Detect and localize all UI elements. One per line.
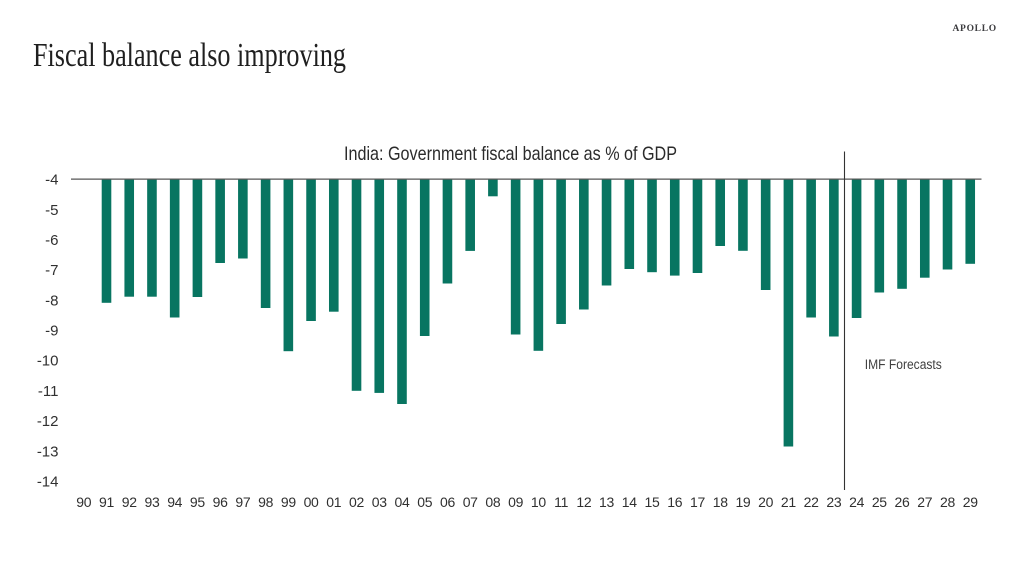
svg-text:05: 05 [417, 494, 432, 510]
svg-text:22: 22 [804, 494, 819, 510]
svg-text:12: 12 [576, 494, 591, 510]
svg-text:97: 97 [235, 494, 250, 510]
svg-text:27: 27 [917, 494, 932, 510]
svg-text:03: 03 [372, 494, 387, 510]
svg-text:15: 15 [645, 494, 660, 510]
svg-text:24: 24 [849, 494, 864, 510]
svg-text:98: 98 [258, 494, 273, 510]
svg-text:90: 90 [76, 494, 91, 510]
svg-text:16: 16 [667, 494, 682, 510]
svg-text:-12: -12 [37, 413, 59, 430]
svg-text:India: Government fiscal balan: India: Government fiscal balance as % of… [344, 143, 677, 165]
svg-text:91: 91 [99, 494, 114, 510]
svg-text:23: 23 [826, 494, 841, 510]
svg-text:09: 09 [508, 494, 523, 510]
svg-text:-7: -7 [45, 262, 58, 279]
svg-text:20: 20 [758, 494, 773, 510]
svg-text:18: 18 [713, 494, 728, 510]
svg-text:21: 21 [781, 494, 796, 510]
svg-text:IMF Forecasts: IMF Forecasts [865, 357, 942, 372]
svg-text:-14: -14 [37, 474, 59, 491]
svg-text:-8: -8 [45, 292, 58, 309]
svg-text:99: 99 [281, 494, 296, 510]
svg-text:26: 26 [895, 494, 910, 510]
svg-text:96: 96 [213, 494, 228, 510]
svg-text:92: 92 [122, 494, 137, 510]
svg-text:Fiscal balance also improving: Fiscal balance also improving [33, 37, 346, 74]
svg-text:13: 13 [599, 494, 614, 510]
svg-text:02: 02 [349, 494, 364, 510]
svg-text:06: 06 [440, 494, 455, 510]
svg-text:19: 19 [735, 494, 750, 510]
svg-text:-4: -4 [45, 172, 58, 189]
svg-text:04: 04 [394, 494, 409, 510]
svg-text:10: 10 [531, 494, 546, 510]
svg-text:29: 29 [963, 494, 978, 510]
svg-text:07: 07 [463, 494, 478, 510]
svg-text:28: 28 [940, 494, 955, 510]
svg-text:08: 08 [485, 494, 500, 510]
svg-text:-5: -5 [45, 202, 58, 219]
svg-text:-13: -13 [37, 443, 59, 460]
svg-text:-11: -11 [38, 383, 59, 400]
svg-text:94: 94 [167, 494, 182, 510]
svg-text:-9: -9 [45, 323, 58, 340]
svg-text:14: 14 [622, 494, 637, 510]
svg-text:-10: -10 [37, 353, 59, 370]
svg-text:17: 17 [690, 494, 705, 510]
svg-text:11: 11 [554, 494, 568, 510]
svg-text:01: 01 [326, 494, 341, 510]
svg-text:93: 93 [144, 494, 159, 510]
svg-text:95: 95 [190, 494, 205, 510]
svg-text:25: 25 [872, 494, 887, 510]
svg-text:00: 00 [304, 494, 319, 510]
svg-text:-6: -6 [45, 232, 58, 249]
svg-text:APOLLO: APOLLO [953, 24, 997, 34]
